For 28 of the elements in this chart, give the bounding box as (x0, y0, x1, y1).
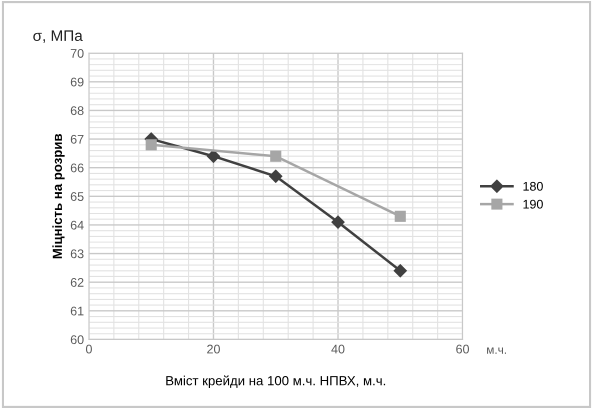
legend-label: 180 (523, 182, 543, 191)
y-tick-label: 65 (70, 192, 84, 201)
y-tick-label: 61 (70, 306, 84, 316)
x-axis-title: Вміст крейди на 100 м.ч. НПВХ, м.ч. (166, 375, 386, 388)
y-tick-label: 66 (70, 163, 84, 172)
text: м.ч. (487, 348, 506, 354)
point (394, 264, 407, 278)
point (270, 150, 282, 162)
y-tick-label: 69 (70, 78, 84, 86)
point (146, 139, 157, 150)
y-tick-label: 64 (70, 220, 84, 230)
y-axis-title: Міцність на розрив (52, 134, 65, 258)
y-tick-label: 63 (70, 249, 84, 258)
x-tick-label: 40 (331, 344, 344, 354)
x-tick-label: 0 (86, 344, 92, 354)
text: σ, МПа (33, 30, 83, 43)
y-tick-label: 62 (70, 278, 84, 287)
x-tick-label: 60 (456, 344, 470, 354)
point (331, 216, 345, 229)
legend-label: 190 (523, 200, 543, 209)
point (206, 150, 220, 163)
y-tick-label: 70 (70, 48, 84, 58)
y-tick-label: 67 (70, 134, 84, 144)
point (269, 170, 282, 183)
x-tick-label: 20 (207, 344, 220, 354)
point (394, 210, 406, 222)
y-tick-label: 68 (70, 106, 84, 116)
y-tick-label: 60 (70, 335, 84, 344)
